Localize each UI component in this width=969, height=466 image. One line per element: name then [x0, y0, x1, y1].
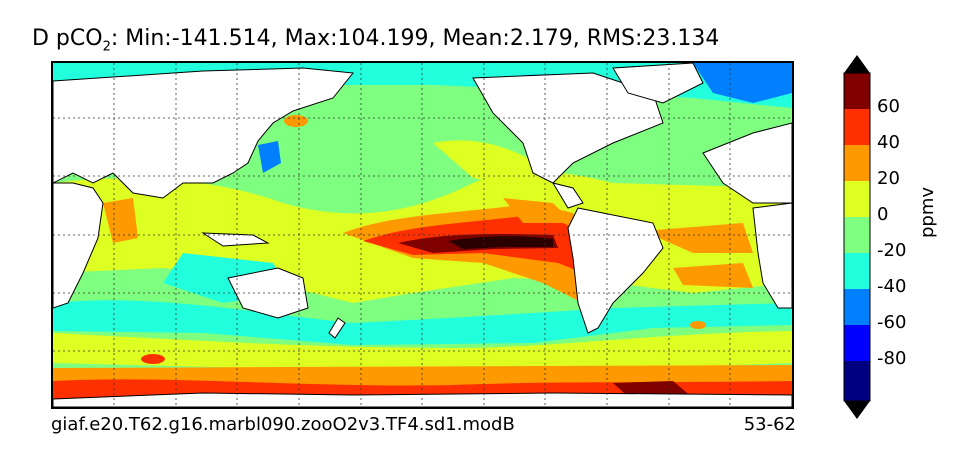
colorbar-segment [844, 253, 870, 289]
east-pacific-black [448, 236, 553, 249]
land-antarctica [53, 392, 792, 407]
south-atlantic-orange [643, 223, 753, 253]
title-stats: : Min:-141.514, Max:104.199, Mean:2.179,… [110, 26, 720, 51]
colorbar-segment [844, 145, 870, 181]
nw-pacific-blue [258, 141, 281, 173]
land-eurasia [53, 67, 354, 199]
colorbar-over-arrow [844, 55, 870, 73]
colorbar-tick-label: -60 [877, 312, 907, 333]
land-indonesia [201, 232, 270, 247]
pco2-map [53, 63, 792, 407]
se-atlantic-orange [673, 263, 753, 288]
land-south-america [567, 207, 664, 334]
map-panel [51, 61, 794, 409]
colorbar-segment [844, 361, 870, 401]
colorbar-segment [844, 109, 870, 145]
colorbar-segment [844, 181, 870, 217]
colorbar-tick-label: 40 [877, 132, 900, 153]
colorbar-units-label: ppmv [917, 186, 938, 238]
land-africa-east [752, 202, 792, 309]
colorbar-tick-label: 20 [877, 168, 900, 189]
n-atlantic-orange [503, 198, 573, 223]
arctic-blue-patch [693, 63, 792, 103]
land-africa [53, 182, 104, 309]
nw-pacific-orange [284, 115, 308, 127]
s-indian-orange [141, 354, 165, 364]
colorbar-tick-label: -80 [877, 348, 907, 369]
title-variable: D pCO [32, 26, 103, 51]
year-range: 53-62 [743, 414, 796, 435]
land-greenland [612, 63, 704, 104]
colorbar [843, 55, 871, 419]
title-variable-subscript: 2 [102, 39, 111, 55]
indian-orange [103, 198, 138, 243]
land-central-america [551, 182, 584, 209]
colorbar-segment [844, 73, 870, 109]
colorbar-tick-label: -20 [877, 240, 907, 261]
colorbar-outline [843, 72, 871, 402]
colorbar-under-arrow [844, 401, 870, 419]
colorbar-tick-label: 60 [877, 96, 900, 117]
case-name: giaf.e20.T62.g16.marbl090.zooO2v3.TF4.sd… [51, 414, 515, 435]
southern-yellow-band [53, 331, 792, 373]
colorbar-segment [844, 289, 870, 325]
colorbar-segment [844, 217, 870, 253]
plot-title: D pCO2: Min:-141.514, Max:104.199, Mean:… [32, 26, 719, 54]
colorbar-tick-label: -40 [877, 276, 907, 297]
s-atlantic-orange-spot [690, 321, 706, 329]
colorbar-tick-label: 0 [877, 204, 889, 225]
land [53, 63, 792, 407]
map-grid [53, 63, 792, 407]
land-new-zealand [328, 317, 346, 339]
land-europe-east [702, 122, 792, 204]
colorbar-segment [844, 325, 870, 361]
